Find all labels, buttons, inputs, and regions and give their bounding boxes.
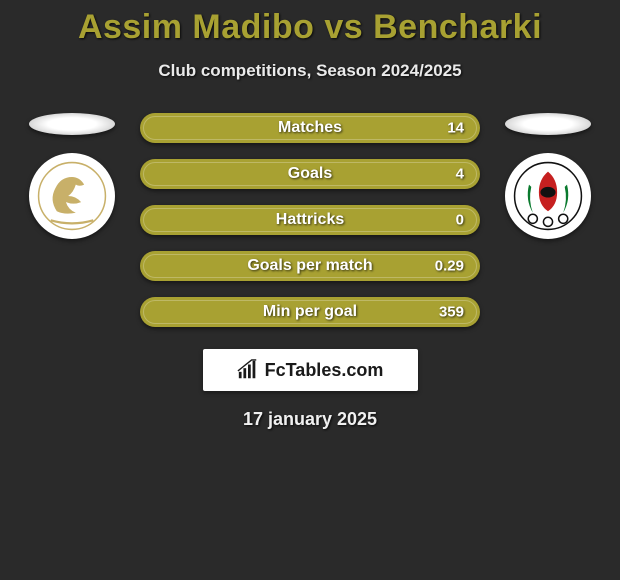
brand-link[interactable]: FcTables.com [203, 349, 418, 391]
stat-value: 4 [456, 166, 464, 183]
stat-label: Goals [288, 165, 332, 183]
stat-label: Min per goal [263, 303, 357, 321]
crest-right-icon [510, 158, 586, 234]
content-row: Matches 14 Goals 4 Hattricks 0 Goals per… [0, 113, 620, 327]
subtitle: Club competitions, Season 2024/2025 [158, 61, 461, 81]
stat-value: 14 [447, 120, 464, 137]
right-player-col [498, 113, 598, 239]
bar-chart-icon [237, 359, 259, 381]
stat-value: 0.29 [435, 258, 464, 275]
left-player-col [22, 113, 122, 239]
stat-bar-goals: Goals 4 [140, 159, 480, 189]
club-crest-right [505, 153, 591, 239]
stat-label: Matches [278, 119, 342, 137]
stat-label: Goals per match [247, 257, 372, 275]
page-title: Assim Madibo vs Bencharki [78, 8, 542, 47]
stat-bar-hattricks: Hattricks 0 [140, 205, 480, 235]
brand-text: FcTables.com [265, 360, 384, 381]
crest-left-icon [34, 158, 110, 234]
stats-column: Matches 14 Goals 4 Hattricks 0 Goals per… [140, 113, 480, 327]
date-text: 17 january 2025 [243, 409, 377, 430]
comparison-card: Assim Madibo vs Bencharki Club competiti… [0, 0, 620, 430]
stat-label: Hattricks [276, 211, 344, 229]
stat-bar-matches: Matches 14 [140, 113, 480, 143]
club-crest-left [29, 153, 115, 239]
player-right-placeholder [505, 113, 591, 135]
player-left-placeholder [29, 113, 115, 135]
stat-bar-goals-per-match: Goals per match 0.29 [140, 251, 480, 281]
stat-bar-min-per-goal: Min per goal 359 [140, 297, 480, 327]
stat-value: 0 [456, 212, 464, 229]
stat-value: 359 [439, 304, 464, 321]
